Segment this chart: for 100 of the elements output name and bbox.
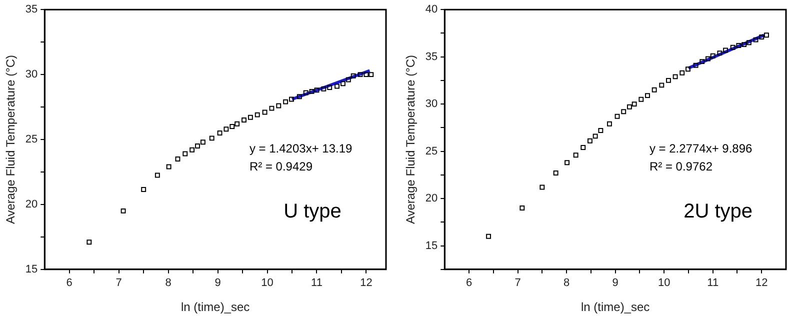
y-tick-label: 40 — [425, 4, 438, 16]
point — [520, 206, 525, 210]
point — [759, 34, 764, 40]
y-tick-label: 15 — [425, 240, 438, 252]
point — [573, 152, 578, 158]
y-tick-label: 15 — [25, 263, 38, 276]
point — [705, 56, 710, 62]
point — [764, 32, 769, 38]
point — [86, 240, 92, 245]
point — [700, 59, 705, 64]
point — [659, 82, 664, 88]
point — [262, 110, 268, 115]
point — [652, 87, 657, 92]
point — [553, 170, 558, 176]
point — [710, 53, 716, 58]
point — [638, 96, 644, 102]
x-tick-label: 10 — [658, 277, 670, 290]
point — [606, 121, 612, 126]
y-tick-label: 20 — [425, 192, 438, 205]
point — [217, 130, 222, 136]
point — [598, 128, 604, 134]
point — [314, 88, 320, 93]
y-tick-label: 25 — [25, 134, 38, 146]
point — [276, 103, 282, 108]
point — [230, 124, 235, 129]
y-tick-label: 35 — [425, 50, 438, 63]
y-tick-label: 25 — [425, 145, 438, 158]
y-tick-label: 35 — [25, 4, 38, 16]
point — [269, 106, 274, 111]
annotation: y = 2.2774x+ 9.896 — [649, 141, 753, 156]
point — [154, 172, 160, 178]
point — [209, 136, 214, 141]
point — [309, 88, 314, 94]
point — [730, 44, 736, 50]
x-tick-label: 9 — [214, 277, 221, 290]
point — [254, 112, 260, 118]
point — [283, 99, 288, 104]
x-tick-label: 6 — [66, 277, 72, 290]
x-tick-label: 7 — [116, 277, 122, 290]
point — [621, 109, 626, 114]
x-tick-label: 12 — [755, 277, 768, 290]
point — [141, 187, 146, 192]
x-tick-label: 7 — [514, 277, 521, 290]
point — [626, 104, 632, 110]
point — [358, 72, 363, 78]
point — [321, 86, 326, 92]
point — [686, 66, 690, 72]
point — [248, 114, 253, 120]
x-tick-label: 10 — [261, 277, 274, 290]
point — [645, 93, 650, 98]
x-tick-label: 6 — [466, 277, 472, 290]
point — [368, 72, 374, 78]
x-tick-label: 9 — [612, 277, 618, 290]
x-axis-title: ln (time)_sec — [180, 300, 250, 314]
point — [289, 96, 294, 102]
x-tick-label: 11 — [311, 277, 322, 290]
point — [166, 164, 172, 170]
point — [723, 48, 728, 53]
point — [753, 37, 758, 42]
annotation: R² = 0.9762 — [649, 160, 713, 174]
point — [717, 50, 722, 56]
x-tick-label: 8 — [165, 277, 172, 290]
y-axis-title: Average Fluid Temperature (°C) — [4, 54, 18, 224]
point — [680, 70, 685, 76]
point — [540, 184, 545, 190]
point — [614, 114, 620, 119]
point — [564, 160, 570, 166]
point — [182, 151, 188, 156]
point — [346, 77, 351, 82]
point — [364, 72, 369, 78]
point — [175, 156, 180, 162]
annotation: 2U type — [684, 200, 753, 222]
y-tick-label: 30 — [25, 68, 38, 81]
x-tick-label: 8 — [563, 277, 570, 290]
point — [587, 138, 592, 144]
point — [234, 121, 240, 126]
annotation: R² = 0.9429 — [249, 160, 313, 174]
point — [327, 85, 332, 90]
y-tick-label: 30 — [425, 98, 438, 110]
point — [334, 84, 340, 89]
point — [666, 78, 671, 83]
point — [224, 126, 229, 132]
point — [242, 118, 246, 122]
point — [736, 43, 742, 48]
point — [190, 147, 195, 152]
point — [580, 145, 586, 150]
point — [350, 73, 356, 78]
point — [296, 94, 302, 100]
point — [592, 134, 598, 139]
point — [742, 42, 747, 48]
point — [120, 208, 126, 214]
point — [672, 74, 678, 80]
point — [632, 102, 637, 107]
y-tick-label: 20 — [25, 198, 38, 210]
point — [195, 144, 200, 148]
annotation: y = 1.4203x+ 13.19 — [249, 141, 353, 156]
x-tick-label: 11 — [707, 277, 719, 290]
point — [486, 234, 492, 239]
point — [200, 140, 206, 145]
x-tick-label: 12 — [360, 277, 372, 290]
